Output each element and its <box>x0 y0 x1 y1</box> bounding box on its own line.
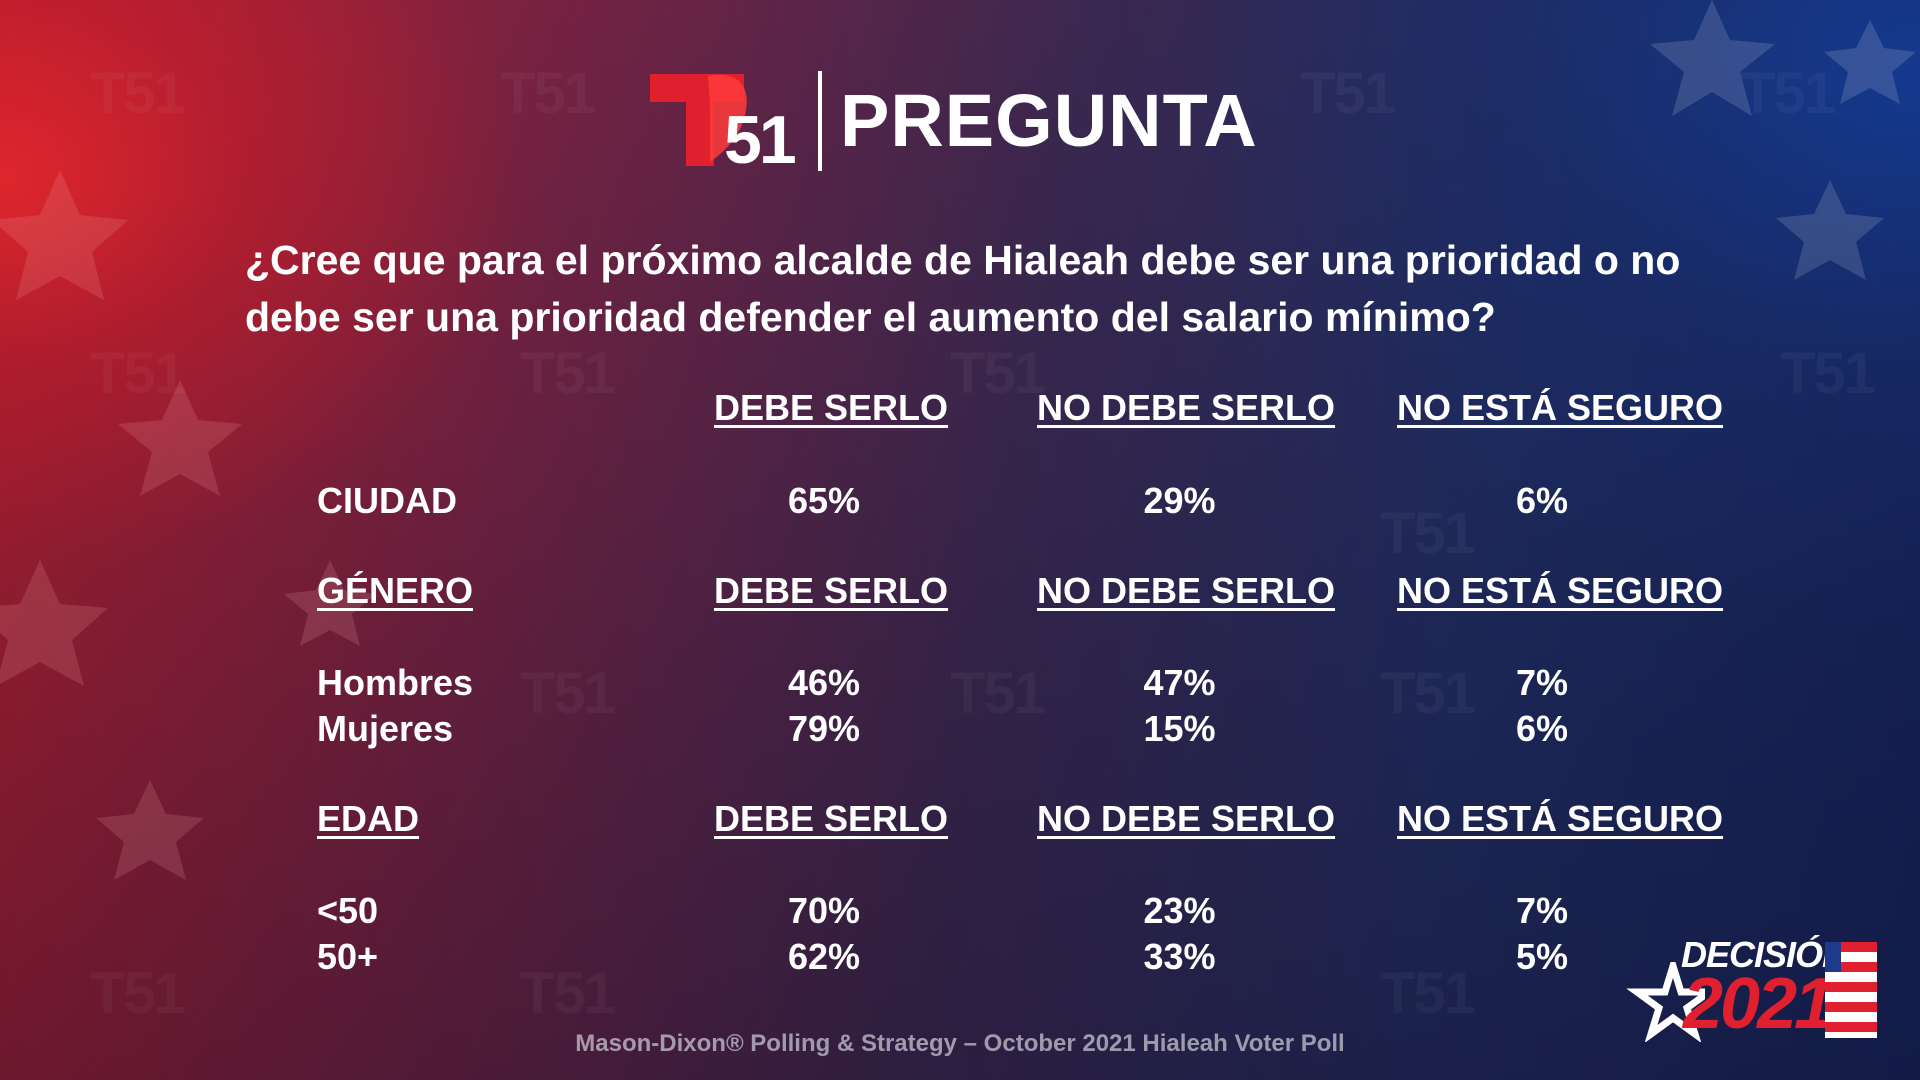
flag-stripes-icon <box>1825 942 1877 1038</box>
row-label-under-50: <50 <box>317 890 379 931</box>
column-header-no-debe-serlo: NO DEBE SERLO <box>1037 387 1336 428</box>
value-cell: 7% <box>1515 662 1569 703</box>
row-label-50-plus: 50+ <box>317 936 379 977</box>
value-cell: 5% <box>1515 936 1569 977</box>
value-cell: 6% <box>1515 480 1569 521</box>
poll-question: ¿Cree que para el próximo alcalde de Hia… <box>245 237 1681 340</box>
header-divider <box>818 71 822 171</box>
value-cell: 70% <box>787 890 861 931</box>
value-cell: 47% <box>1143 662 1216 703</box>
row-label-ciudad: CIUDAD <box>317 480 457 521</box>
telemundo-t-icon <box>650 74 747 166</box>
column-header-no-esta-seguro: NO ESTÁ SEGURO <box>1397 570 1724 611</box>
value-cell: 23% <box>1143 890 1216 931</box>
value-cell: 62% <box>787 936 861 977</box>
logo-number: 51 <box>724 102 797 178</box>
page-title: PREGUNTA <box>840 79 1258 162</box>
value-cell: 65% <box>787 480 861 521</box>
column-header-debe-serlo: DEBE SERLO <box>714 570 949 611</box>
value-cell: 46% <box>787 662 861 703</box>
column-header-no-debe-serlo: NO DEBE SERLO <box>1037 570 1336 611</box>
value-cell: 29% <box>1143 480 1216 521</box>
section-header-genero: GÉNERO <box>317 570 474 611</box>
header: 51 PREGUNTA <box>648 66 1258 176</box>
row-label-mujeres: Mujeres <box>317 708 454 749</box>
value-cell: 7% <box>1515 890 1569 931</box>
decision-2021-badge: DECISIÓN 2021 <box>1625 932 1880 1042</box>
star-icon <box>1626 962 1705 1042</box>
section-header-edad: EDAD <box>317 798 420 839</box>
badge-year: 2021 <box>1683 964 1834 1044</box>
column-header-no-esta-seguro: NO ESTÁ SEGURO <box>1397 798 1724 839</box>
telemundo-51-logo: 51 <box>648 66 797 178</box>
badge-word: DECISIÓN <box>1681 934 1848 975</box>
value-cell: 79% <box>787 708 861 749</box>
row-label-hombres: Hombres <box>317 662 474 703</box>
column-header-debe-serlo: DEBE SERLO <box>714 798 949 839</box>
column-header-no-esta-seguro: NO ESTÁ SEGURO <box>1397 387 1724 428</box>
column-header-debe-serlo: DEBE SERLO <box>714 387 949 428</box>
value-cell: 15% <box>1143 708 1216 749</box>
column-header-no-debe-serlo: NO DEBE SERLO <box>1037 798 1336 839</box>
source-footnote: Mason-Dixon® Polling & Strategy – Octobe… <box>575 1030 1345 1057</box>
value-cell: 6% <box>1515 708 1569 749</box>
value-cell: 33% <box>1143 936 1216 977</box>
